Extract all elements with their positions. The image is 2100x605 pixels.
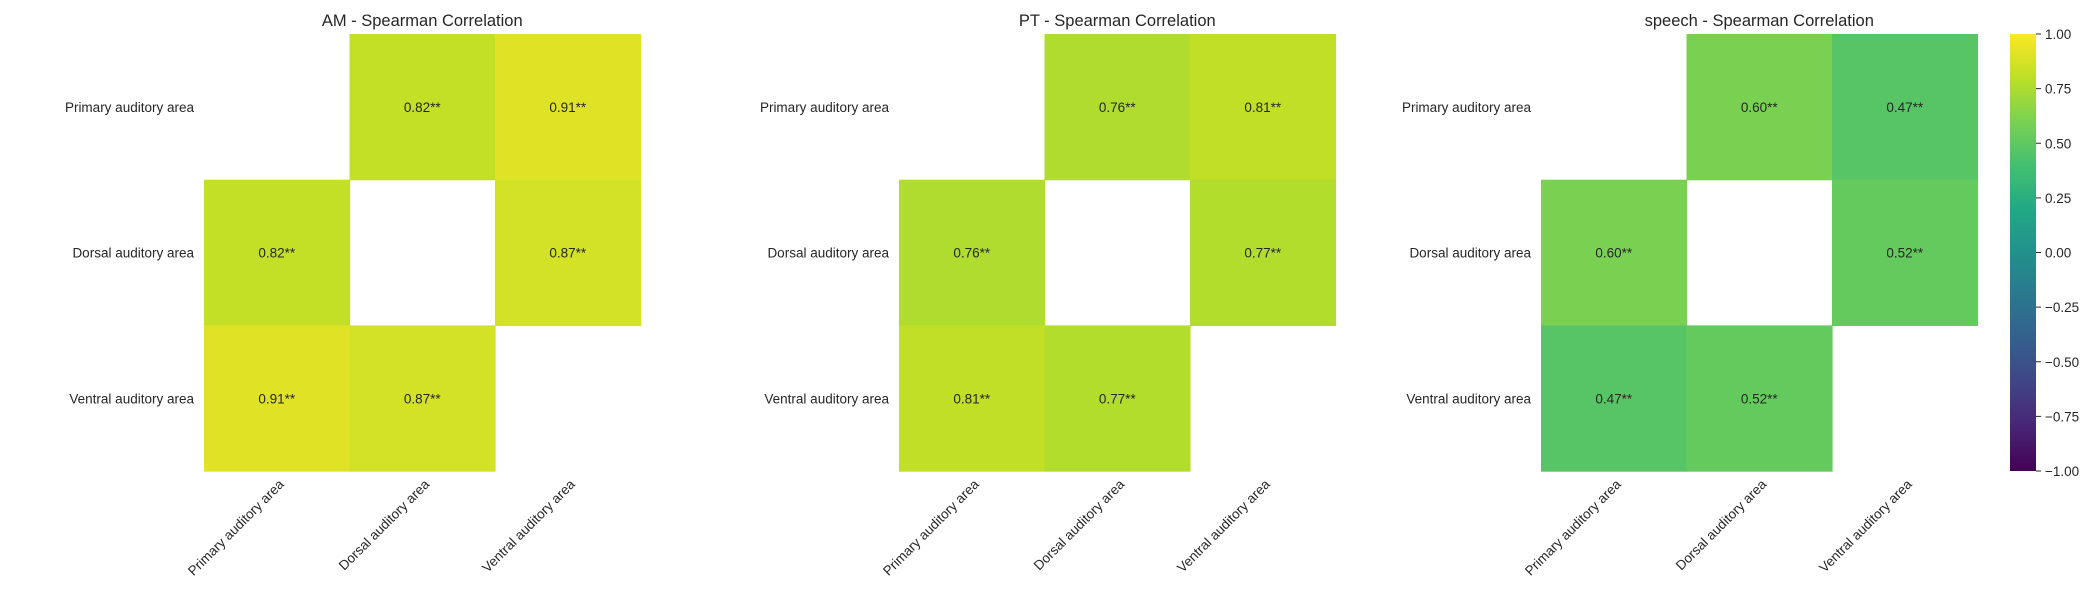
heatmap-cell — [1190, 179, 1337, 326]
colorbar-tick-label: 0.75 — [2045, 82, 2071, 97]
colorbar-tick-label: −0.25 — [2045, 300, 2079, 315]
heatmap-cell — [1044, 325, 1191, 472]
x-tick-label: Primary auditory area — [880, 476, 982, 578]
cell-value-label: 0.47** — [1595, 391, 1633, 406]
y-tick-label: Dorsal auditory area — [1409, 246, 1531, 261]
x-tick-label: Dorsal auditory area — [336, 476, 433, 573]
colorbar-tick-label: −0.75 — [2045, 409, 2079, 424]
cell-value-label: 0.91** — [258, 391, 296, 406]
y-tick-label: Ventral auditory area — [69, 391, 194, 406]
x-tick-label: Ventral auditory area — [479, 476, 578, 575]
y-tick-label: Primary auditory area — [1402, 100, 1532, 115]
cell-value-label: 0.81** — [953, 391, 991, 406]
cell-value-label: 0.60** — [1595, 246, 1633, 261]
x-tick-label: Primary auditory area — [185, 476, 287, 578]
cell-value-label: 0.91** — [549, 100, 587, 115]
heatmap-cell — [899, 325, 1046, 472]
y-tick-label: Primary auditory area — [65, 100, 195, 115]
cell-value-label: 0.76** — [1099, 100, 1137, 115]
y-tick-label: Ventral auditory area — [764, 391, 889, 406]
heatmap-cell — [495, 179, 642, 326]
heatmap-cell — [204, 179, 351, 326]
heatmap-cell — [495, 34, 642, 181]
colorbar-tick-label: −0.50 — [2045, 355, 2079, 370]
x-tick-label: Ventral auditory area — [1816, 476, 1915, 575]
colorbar-tick-label: 0.50 — [2045, 136, 2071, 151]
colorbar-tick-label: 0.25 — [2045, 191, 2071, 206]
y-tick-label: Primary auditory area — [760, 100, 890, 115]
chart-title: PT - Spearman Correlation — [1019, 12, 1216, 30]
y-tick-label: Ventral auditory area — [1406, 391, 1531, 406]
colorbar-tick-label: 0.00 — [2045, 246, 2071, 261]
colorbar: 1.00 0.75 0.50 0.25 0.00 −0.25 −0.50 −0.75 −1.00 — [2010, 27, 2079, 479]
cell-value-label: 0.47** — [1886, 100, 1924, 115]
x-tick-label: Dorsal auditory area — [1673, 476, 1770, 573]
heatmap-cell — [1686, 34, 1833, 181]
cell-value-label: 0.77** — [1099, 391, 1137, 406]
cell-value-label: 0.77** — [1244, 246, 1282, 261]
cell-value-label: 0.52** — [1886, 246, 1924, 261]
colorbar-tick-label: −1.00 — [2045, 464, 2079, 479]
cell-value-label: 0.76** — [953, 246, 991, 261]
heatmap-panel-1: AM - Spearman Correlation 0.82** 0.91** 0.8… — [65, 12, 642, 578]
colorbar-gradient — [2010, 34, 2036, 471]
cell-value-label: 0.87** — [404, 391, 442, 406]
cell-value-label: 0.87** — [549, 246, 587, 261]
heatmap-cell — [349, 34, 496, 181]
heatmap-cell — [349, 325, 496, 472]
cell-value-label: 0.52** — [1741, 391, 1779, 406]
y-tick-label: Dorsal auditory area — [767, 246, 889, 261]
x-tick-label: Primary auditory area — [1522, 476, 1624, 578]
x-tick-label: Ventral auditory area — [1174, 476, 1273, 575]
cell-value-label: 0.82** — [404, 100, 442, 115]
y-tick-label: Dorsal auditory area — [72, 246, 194, 261]
heatmap-cell — [204, 325, 351, 472]
heatmap-cell — [1541, 325, 1688, 472]
cell-value-label: 0.82** — [258, 246, 296, 261]
heatmap-cell — [1541, 179, 1688, 326]
x-tick-label: Dorsal auditory area — [1031, 476, 1128, 573]
chart-title: speech - Spearman Correlation — [1645, 12, 1874, 30]
heatmap-panel-3: speech - Spearman Correlation 0.60** 0.47*… — [1402, 12, 1979, 578]
cell-value-label: 0.81** — [1244, 100, 1282, 115]
heatmap-cell — [899, 179, 1046, 326]
heatmap-cell — [1190, 34, 1337, 181]
heatmap-cell — [1686, 325, 1833, 472]
heatmap-cell — [1044, 34, 1191, 181]
chart-title: AM - Spearman Correlation — [322, 12, 523, 30]
colorbar-tick-label: 1.00 — [2045, 27, 2071, 42]
heatmap-panel-2: PT - Spearman Correlation 0.76** 0.81** 0.7… — [760, 12, 1337, 578]
cell-value-label: 0.60** — [1741, 100, 1779, 115]
heatmap-cell — [1832, 179, 1979, 326]
heatmap-cell — [1832, 34, 1979, 181]
